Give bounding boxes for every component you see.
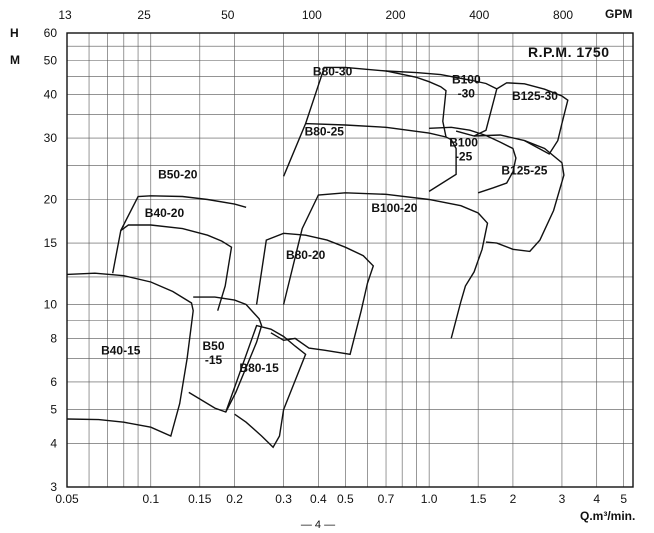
region-label-b40-20: B40-20 xyxy=(145,206,185,220)
x-tick-label: 0.1 xyxy=(142,492,159,506)
x-top-tick-label: 50 xyxy=(221,8,235,22)
curve-b125-25 xyxy=(474,134,565,253)
region-label-b100-30: B100 xyxy=(452,72,481,86)
region-label-b40-15: B40-15 xyxy=(101,343,141,357)
y-tick-label: 8 xyxy=(50,331,57,345)
region-label-b100-25: -25 xyxy=(455,149,473,163)
region-labels: B40-15 B40-20 B50-20 B50-15 B80-15 B80-20 B100… xyxy=(101,65,558,376)
x-top-tick-label: 400 xyxy=(469,8,489,22)
x-top-tick-label: 100 xyxy=(302,8,322,22)
x-axis-top-title: GPM xyxy=(605,7,632,21)
y-tick-label: 50 xyxy=(44,54,58,68)
y-axis-title-unit: M xyxy=(10,53,20,67)
x-tick-label: 0.5 xyxy=(337,492,354,506)
region-label-b80-25: B80-25 xyxy=(305,125,345,139)
y-tick-label: 10 xyxy=(44,298,58,312)
curve-b50-20 xyxy=(120,195,247,231)
pump-curves xyxy=(66,66,569,449)
x-tick-label: 0.2 xyxy=(226,492,243,506)
y-tick-label: 60 xyxy=(44,26,58,40)
curve-b80-15 xyxy=(225,324,307,449)
curve-b100-30 xyxy=(385,70,498,137)
y-tick-label: 15 xyxy=(44,236,58,250)
x-tick-label: 3 xyxy=(559,492,566,506)
x-tick-label: 5 xyxy=(620,492,627,506)
region-label-b80-20: B80-20 xyxy=(286,248,326,262)
x-tick-label: 0.7 xyxy=(378,492,395,506)
x-axis-bottom-title: Q.m³/min. xyxy=(580,509,635,523)
x-tick-label: 0.3 xyxy=(275,492,292,506)
region-label-b50-15: B50 xyxy=(202,339,224,353)
x-top-tick-label: 25 xyxy=(137,8,151,22)
x-tick-label: 0.4 xyxy=(310,492,327,506)
curve-b80-30 xyxy=(304,66,447,138)
x-tick-label: 0.15 xyxy=(188,492,212,506)
region-label-b125-30: B125-30 xyxy=(512,89,558,103)
y-tick-label: 40 xyxy=(44,87,58,101)
curve-b100-20 xyxy=(282,192,489,339)
curve-b100-25 xyxy=(429,126,517,194)
page-number: — 4 — xyxy=(301,519,335,531)
region-label-b100-30: -30 xyxy=(458,86,476,100)
grid-lines xyxy=(66,32,633,488)
region-label-b125-25: B125-25 xyxy=(501,163,547,177)
region-label-b100-20: B100-20 xyxy=(371,201,417,215)
x-top-tick-label: 13 xyxy=(58,8,72,22)
curve-b50-15 xyxy=(188,296,263,413)
region-label-b50-20: B50-20 xyxy=(158,167,198,181)
x-tick-label: 1.5 xyxy=(470,492,487,506)
x-top-tick-label: 800 xyxy=(553,8,573,22)
region-label-b100-25: B100 xyxy=(449,135,478,149)
rpm-annotation: R.P.M. 1750 xyxy=(528,44,610,60)
curve-b80-20 xyxy=(255,232,375,356)
curve-b40-15 xyxy=(66,272,194,437)
x-tick-label: 4 xyxy=(593,492,600,506)
plot-frame xyxy=(66,32,634,488)
y-tick-label: 3 xyxy=(50,480,57,494)
region-label-b50-15: -15 xyxy=(205,353,223,367)
y-axis-title-h: H xyxy=(10,26,19,40)
region-label-b80-15: B80-15 xyxy=(239,361,279,375)
y-tick-label: 20 xyxy=(44,192,58,206)
region-label-b80-30: B80-30 xyxy=(313,65,353,79)
curve-b40-20 xyxy=(112,224,233,311)
x-top-tick-label: 200 xyxy=(385,8,405,22)
y-tick-label: 5 xyxy=(50,403,57,417)
x-tick-label: 0.05 xyxy=(55,492,79,506)
x-tick-label: 2 xyxy=(510,492,517,506)
curve-b80-25 xyxy=(282,122,457,192)
y-tick-label: 30 xyxy=(44,131,58,145)
tick-labels: 0.05 0.1 0.15 0.2 0.3 0.4 0.5 0.7 1.0 1.5 2 3 4 5 13 25… xyxy=(44,8,628,506)
x-tick-label: 1.0 xyxy=(421,492,438,506)
y-tick-label: 6 xyxy=(50,375,57,389)
curve-b125-30 xyxy=(496,82,569,155)
y-tick-label: 4 xyxy=(50,436,57,450)
